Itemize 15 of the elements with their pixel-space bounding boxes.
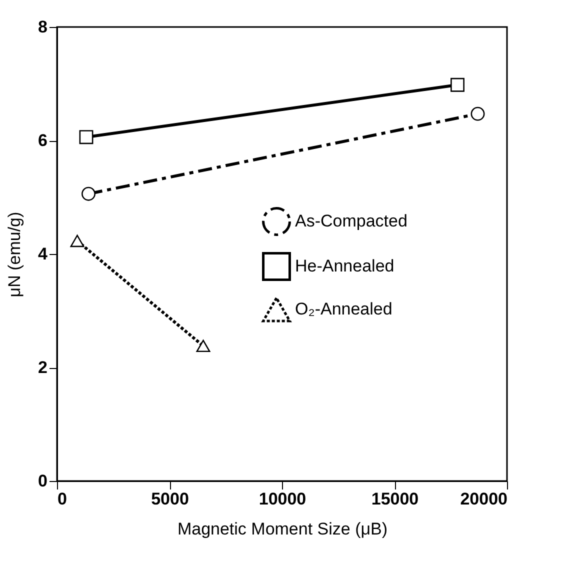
y-tick-label: 2 (38, 358, 48, 377)
y-tick-label: 8 (38, 18, 48, 36)
y-axis-title: μN (emu/g) (5, 212, 24, 298)
y-tick-label: 6 (38, 131, 48, 150)
y-tick-label: 0 (38, 472, 48, 490)
legend-label: O₂-Annealed (295, 300, 392, 318)
legend-label: He-Annealed (295, 256, 394, 276)
x-tick-label: 5000 (151, 490, 189, 508)
x-tick-label: 10000 (258, 490, 306, 508)
x-tick-label: 20000 (460, 490, 508, 508)
y-tick-label: 4 (38, 244, 48, 264)
x-tick-label: 0 (58, 490, 67, 508)
x-axis-title: Magnetic Moment Size (μB) (177, 520, 388, 538)
x-tick-label: 15000 (371, 490, 419, 508)
legend-label: As-Compacted (295, 212, 408, 230)
